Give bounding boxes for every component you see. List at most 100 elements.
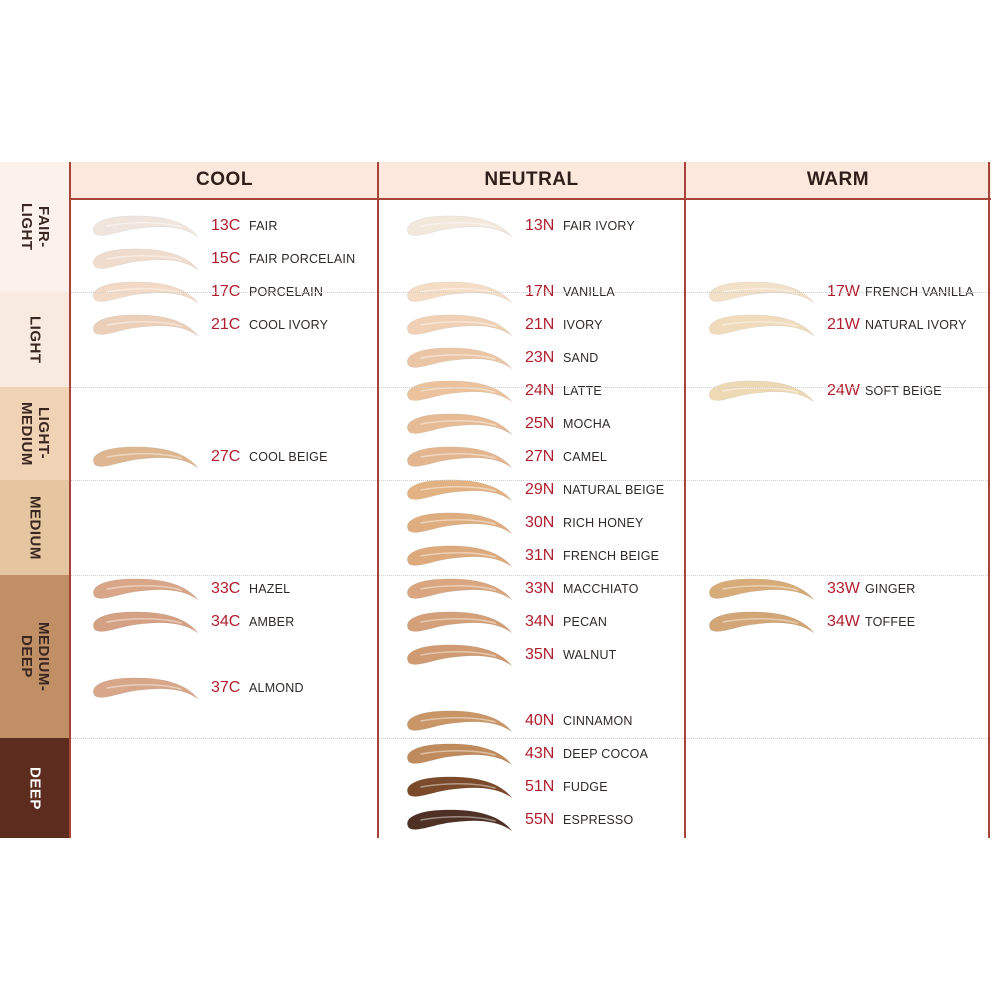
shade-name: RICH HONEY (563, 516, 644, 530)
column-divider (988, 162, 990, 838)
shade-name: NATURAL BEIGE (563, 483, 665, 497)
shade-code: 33N (525, 580, 555, 597)
shade-code: 24N (525, 382, 555, 399)
row-divider (71, 387, 990, 388)
shade-31n: 31N FRENCH BEIGE (403, 541, 703, 571)
shade-24n: 24N LATTE (403, 376, 703, 406)
shade-code: 25N (525, 415, 555, 432)
swatch-stroke-icon (407, 644, 513, 667)
shade-code: 30N (525, 514, 555, 531)
shade-name: FUDGE (563, 780, 608, 794)
depth-level-medium-deep: MEDIUM- DEEP (0, 575, 70, 738)
swatch-stroke-icon (407, 314, 513, 337)
shade-code: 51N (525, 778, 555, 795)
shade-name: NATURAL IVORY (865, 318, 967, 332)
shade-21n: 21N IVORY (403, 310, 703, 340)
swatch-stroke-icon (407, 776, 513, 799)
depth-level-light-medium: LIGHT- MEDIUM (0, 387, 70, 480)
shade-code: 27C (211, 448, 241, 465)
depth-level-medium: MEDIUM (0, 480, 70, 575)
swatch-stroke-icon (407, 809, 513, 832)
swatch-stroke-icon (709, 314, 815, 337)
column-divider (684, 162, 686, 838)
shade-code: 23N (525, 349, 555, 366)
depth-level-label: FAIR- LIGHT (18, 203, 52, 251)
shade-27c: 27C COOL BEIGE (89, 442, 389, 472)
swatch-stroke-icon (93, 611, 199, 634)
column-header-cool: COOL (71, 162, 378, 200)
column-header-warm: WARM (685, 162, 991, 200)
swatch-stroke-icon (93, 677, 199, 700)
shade-27n: 27N CAMEL (403, 442, 703, 472)
shade-34c: 34C AMBER (89, 607, 389, 637)
shade-23n: 23N SAND (403, 343, 703, 373)
shade-code: 40N (525, 712, 555, 729)
depth-level-label: MEDIUM (26, 495, 44, 560)
shade-code: 34N (525, 613, 555, 630)
swatch-stroke-icon (407, 479, 513, 502)
depth-level-deep: DEEP (0, 738, 70, 838)
swatch-stroke-icon (93, 215, 199, 238)
shade-code: 37C (211, 679, 241, 696)
shade-code: 21N (525, 316, 555, 333)
swatch-stroke-icon (407, 446, 513, 469)
shade-name: ALMOND (249, 681, 304, 695)
shade-33w: 33W GINGER (705, 574, 1000, 604)
row-divider (71, 738, 990, 739)
shade-21c: 21C COOL IVORY (89, 310, 389, 340)
shade-37c: 37C ALMOND (89, 673, 389, 703)
shade-name: WALNUT (563, 648, 617, 662)
swatch-stroke-icon (93, 578, 199, 601)
shade-33n: 33N MACCHIATO (403, 574, 703, 604)
shade-name: PECAN (563, 615, 608, 629)
shade-33c: 33C HAZEL (89, 574, 389, 604)
shade-51n: 51N FUDGE (403, 772, 703, 802)
row-divider (71, 575, 990, 576)
swatch-stroke-icon (407, 380, 513, 403)
swatch-stroke-icon (709, 578, 815, 601)
swatch-stroke-icon (709, 380, 815, 403)
column-header-neutral: NEUTRAL (378, 162, 685, 200)
shade-name: HAZEL (249, 582, 291, 596)
shade-34w: 34W TOFFEE (705, 607, 1000, 637)
shade-name: CINNAMON (563, 714, 633, 728)
shade-name: COOL BEIGE (249, 450, 328, 464)
shade-name: TOFFEE (865, 615, 916, 629)
shade-name: FAIR (249, 219, 278, 233)
shade-55n: 55N ESPRESSO (403, 805, 703, 835)
shade-code: 24W (827, 382, 860, 399)
shade-name: ESPRESSO (563, 813, 634, 827)
shade-name: GINGER (865, 582, 916, 596)
shade-code: 15C (211, 250, 241, 267)
swatch-stroke-icon (709, 611, 815, 634)
shade-name: FAIR IVORY (563, 219, 635, 233)
shade-code: 17C (211, 283, 241, 300)
swatch-stroke-icon (407, 611, 513, 634)
shade-name: IVORY (563, 318, 603, 332)
shade-code: 34W (827, 613, 860, 630)
shade-code: 43N (525, 745, 555, 762)
shade-29n: 29N NATURAL BEIGE (403, 475, 703, 505)
shade-code: 17W (827, 283, 860, 300)
shade-25n: 25N MOCHA (403, 409, 703, 439)
shade-code: 21W (827, 316, 860, 333)
depth-level-label: DEEP (26, 766, 44, 810)
shade-code: 29N (525, 481, 555, 498)
depth-level-label: LIGHT- MEDIUM (18, 401, 52, 466)
shade-code: 35N (525, 646, 555, 663)
swatch-stroke-icon (407, 215, 513, 238)
swatch-stroke-icon (93, 248, 199, 271)
shade-40n: 40N CINNAMON (403, 706, 703, 736)
shade-code: 13C (211, 217, 241, 234)
shade-34n: 34N PECAN (403, 607, 703, 637)
swatch-stroke-icon (407, 545, 513, 568)
shade-name: CAMEL (563, 450, 608, 464)
depth-level-fair-light: FAIR- LIGHT (0, 162, 70, 292)
depth-level-label: LIGHT (26, 315, 44, 364)
shade-name: AMBER (249, 615, 295, 629)
shade-24w: 24W SOFT BEIGE (705, 376, 1000, 406)
shade-43n: 43N DEEP COCOA (403, 739, 703, 769)
shade-name: DEEP COCOA (563, 747, 649, 761)
shade-code: 17N (525, 283, 555, 300)
swatch-stroke-icon (407, 743, 513, 766)
